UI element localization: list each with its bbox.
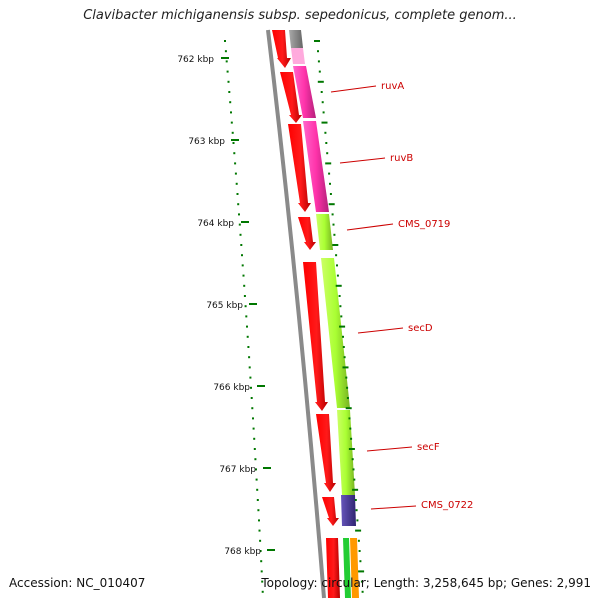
cds-arrow-2 (280, 72, 302, 123)
tick-763: 763 kbp (188, 137, 239, 147)
tick-768: 768 kbp (224, 547, 275, 557)
cds-arrow-1 (272, 30, 291, 68)
gene-label-secD: secD (408, 323, 433, 334)
map-title: Clavibacter michiganensis subsp. sepedon… (83, 8, 517, 23)
gene-CMS_0722-bar (341, 495, 356, 526)
tick-767: 767 kbp (219, 465, 271, 475)
gene-CMS_0719-bar (316, 214, 333, 250)
feature-bottom-orange (350, 538, 359, 598)
feature-bottom-green (343, 538, 351, 598)
feature-top-pink (291, 48, 305, 64)
tick-764: 764 kbp (197, 219, 249, 229)
gene-ruvB-bar (303, 121, 329, 212)
callout-secF: secF (366, 442, 440, 453)
cds-arrow-6 (316, 414, 336, 492)
tick-label-766: 766 kbp (213, 383, 250, 393)
cds-arrow-4 (298, 217, 316, 250)
gene-ruvA-bar (293, 66, 316, 118)
backbone-line (266, 29, 326, 599)
tick-label-767: 767 kbp (219, 465, 256, 475)
right-tick-dots (314, 40, 365, 593)
tick-label-765: 765 kbp (206, 301, 243, 311)
feature-top-grey (289, 30, 303, 48)
callout-ruvA: ruvA (330, 81, 404, 93)
gene-secD-bar (321, 258, 350, 408)
tick-label-762: 762 kbp (177, 55, 214, 65)
tick-label-768: 768 kbp (224, 547, 261, 557)
footer-accession: Accession: NC_010407 (9, 576, 146, 590)
footer-topology: Topology: circular; Length: 3,258,645 bp… (261, 576, 591, 590)
gene-label-CMS_0722: CMS_0722 (421, 500, 473, 511)
tick-762: 762 kbp (177, 55, 229, 65)
callout-secD: secD (357, 323, 433, 334)
callout-CMS_0719: CMS_0719 (346, 219, 450, 231)
gene-label-ruvB: ruvB (390, 153, 413, 164)
tick-label-763: 763 kbp (188, 137, 225, 147)
gene-label-secF: secF (417, 442, 440, 453)
tick-766: 766 kbp (213, 383, 265, 393)
tick-label-764: 764 kbp (197, 219, 234, 229)
cds-arrow-7 (322, 497, 339, 526)
cds-arrow-8 (326, 538, 340, 598)
cds-arrow-5 (303, 262, 328, 411)
callout-ruvB: ruvB (339, 153, 413, 164)
tick-765: 765 kbp (206, 301, 257, 311)
callout-CMS_0722: CMS_0722 (370, 500, 473, 511)
gene-label-ruvA: ruvA (381, 81, 404, 92)
left-tick-dots (224, 40, 264, 593)
gene-secF-bar (337, 410, 355, 495)
gene-label-CMS_0719: CMS_0719 (398, 219, 450, 230)
cds-arrow-3 (288, 124, 311, 212)
